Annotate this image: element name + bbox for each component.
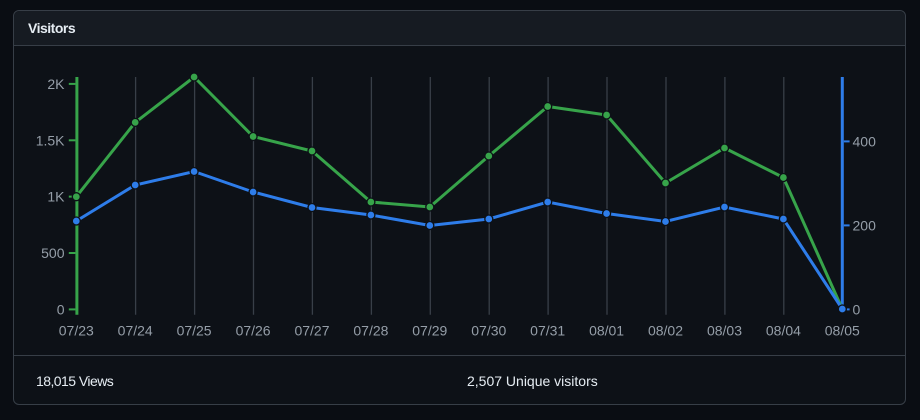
svg-text:500: 500 [41,245,65,261]
svg-text:07/28: 07/28 [353,323,388,339]
svg-text:07/26: 07/26 [236,323,271,339]
svg-text:07/31: 07/31 [530,323,565,339]
svg-text:07/29: 07/29 [412,323,447,339]
svg-text:400: 400 [853,133,877,149]
svg-text:1.5K: 1.5K [36,132,65,148]
svg-text:08/05: 08/05 [825,323,860,339]
svg-text:08/01: 08/01 [589,323,624,339]
svg-text:08/04: 08/04 [766,323,801,339]
svg-text:0: 0 [57,301,65,317]
svg-text:07/30: 07/30 [471,323,506,339]
svg-text:200: 200 [853,217,877,233]
svg-text:2K: 2K [47,76,65,92]
svg-text:07/27: 07/27 [294,323,329,339]
svg-text:08/03: 08/03 [707,323,742,339]
svg-text:08/02: 08/02 [648,323,683,339]
svg-text:07/23: 07/23 [59,323,94,339]
svg-text:1K: 1K [47,189,65,205]
svg-text:0: 0 [853,301,861,317]
svg-text:07/25: 07/25 [177,323,212,339]
svg-text:07/24: 07/24 [118,323,153,339]
